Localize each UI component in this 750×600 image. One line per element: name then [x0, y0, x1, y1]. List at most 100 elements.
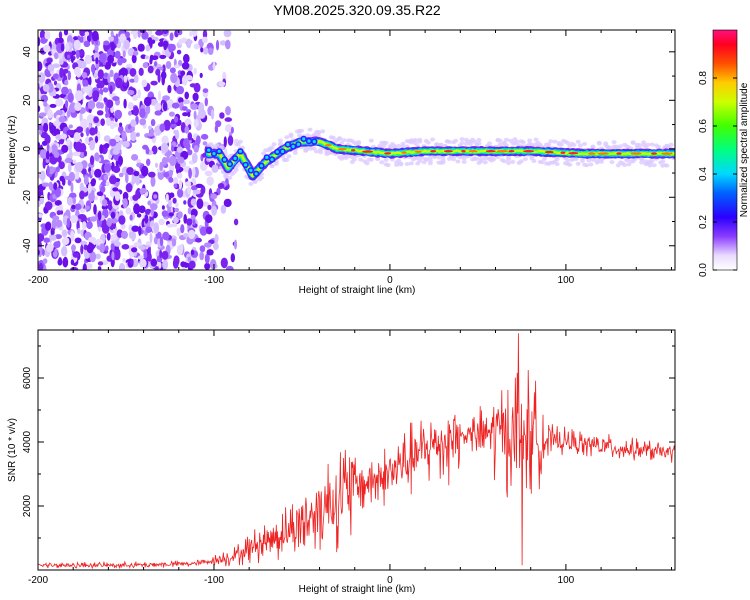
noise-speckle	[119, 80, 123, 88]
noise-speckle	[112, 148, 120, 155]
noise-speckle	[173, 183, 178, 189]
noise-speckle	[72, 252, 80, 258]
noise-speckle	[39, 148, 48, 159]
signal-halo	[611, 140, 617, 145]
noise-speckle	[174, 207, 180, 213]
noise-speckle	[88, 236, 96, 243]
y-tick-label: -40	[22, 238, 33, 253]
noise-speckle	[106, 217, 113, 227]
noise-speckle	[61, 144, 69, 153]
signal-blob-core	[270, 157, 274, 162]
noise-speckle	[145, 104, 151, 115]
noise-speckle	[81, 72, 88, 78]
signal-halo	[320, 129, 326, 134]
noise-speckle	[162, 259, 169, 270]
noise-speckle	[234, 239, 237, 250]
noise-speckle	[155, 30, 164, 36]
noise-speckle	[199, 245, 206, 253]
noise-speckle	[64, 157, 73, 164]
noise-speckle	[132, 94, 138, 102]
noise-speckle	[102, 87, 109, 93]
noise-speckle	[125, 207, 132, 215]
noise-speckle	[146, 158, 151, 166]
noise-speckle	[154, 61, 158, 67]
noise-speckle	[125, 172, 129, 184]
noise-speckle	[159, 161, 164, 172]
signal-halo	[453, 138, 459, 143]
y-tick-label: 40	[22, 46, 33, 58]
noise-speckle	[178, 59, 183, 67]
noise-speckle	[89, 251, 97, 263]
noise-speckle	[99, 144, 104, 154]
noise-speckle	[97, 266, 102, 270]
noise-speckle	[192, 219, 196, 226]
signal-halo	[413, 141, 419, 146]
signal-blob-core	[259, 164, 264, 168]
noise-speckle	[175, 163, 181, 171]
noise-speckle	[183, 214, 187, 224]
noise-speckle	[43, 101, 48, 107]
signal-hotspot	[443, 150, 453, 153]
signal-halo	[415, 155, 421, 160]
noise-speckle	[58, 37, 64, 44]
signal-blob-core	[244, 163, 248, 167]
noise-speckle	[65, 42, 70, 52]
signal-halo	[491, 157, 497, 162]
noise-speckle	[176, 85, 185, 95]
noise-speckle	[202, 36, 208, 43]
colorbar-ticks: 0.0 0.2 0.4 0.6 0.8	[698, 71, 737, 277]
noise-speckle	[205, 226, 213, 235]
signal-halo	[497, 142, 503, 147]
noise-speckle	[129, 68, 137, 77]
noise-speckle	[200, 133, 209, 140]
noise-speckle	[193, 43, 200, 50]
noise-speckle	[71, 50, 77, 56]
noise-speckle	[169, 32, 174, 41]
noise-speckle	[94, 125, 98, 135]
noise-speckle	[131, 173, 137, 185]
noise-speckle	[59, 175, 65, 182]
signal-halo	[520, 140, 526, 145]
signal-hotspot	[597, 152, 609, 155]
noise-speckle	[94, 168, 102, 178]
noise-speckle	[55, 109, 63, 116]
signal-halo	[649, 142, 655, 147]
noise-speckle	[141, 31, 149, 40]
noise-speckle	[107, 54, 114, 64]
noise-speckle	[201, 201, 209, 207]
signal-halo	[368, 138, 374, 143]
noise-speckle	[213, 242, 219, 251]
noise-speckle	[109, 85, 113, 95]
noise-speckle	[49, 103, 57, 108]
noise-speckle	[145, 146, 150, 155]
signal-halo	[408, 161, 414, 166]
noise-speckle	[124, 68, 128, 76]
signal-halo	[214, 143, 220, 148]
noise-speckle	[61, 229, 68, 238]
noise-speckle	[225, 265, 234, 270]
noise-speckle	[204, 97, 208, 107]
noise-speckle	[61, 86, 69, 95]
noise-speckle	[49, 125, 57, 131]
signal-halo	[474, 156, 480, 161]
signal-halo	[527, 138, 533, 143]
noise-speckle	[159, 249, 163, 259]
noise-speckle	[130, 131, 137, 142]
noise-speckle	[174, 64, 181, 69]
noise-speckle	[162, 231, 170, 241]
noise-speckle	[68, 162, 72, 173]
noise-speckle	[210, 109, 215, 120]
noise-speckle	[57, 258, 63, 266]
noise-speckle	[188, 260, 196, 269]
signal-halo	[506, 161, 511, 165]
noise-speckle	[173, 129, 179, 135]
noise-speckle	[147, 30, 153, 36]
signal-hotspot	[616, 152, 622, 155]
noise-speckle	[141, 79, 148, 88]
signal-halo	[423, 157, 429, 162]
noise-speckle	[72, 159, 77, 164]
noise-speckle	[113, 241, 121, 247]
signal-halo	[506, 157, 511, 162]
snr-frame	[37, 329, 676, 571]
noise-speckle	[59, 93, 66, 99]
